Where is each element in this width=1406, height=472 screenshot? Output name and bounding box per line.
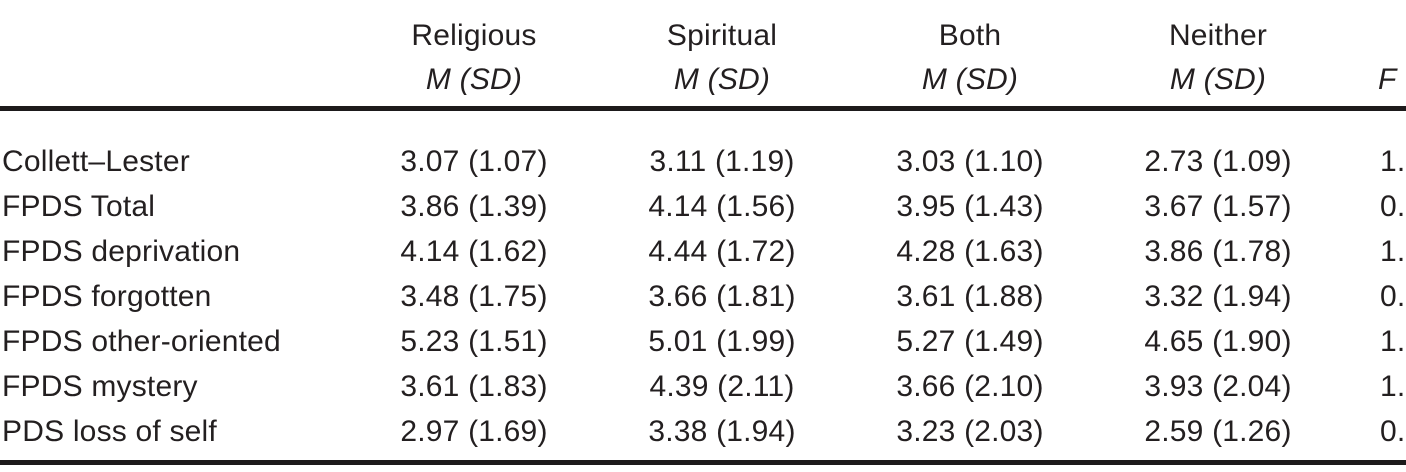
row-label: FPDS other-oriented bbox=[2, 325, 281, 358]
cell-both: 4.28 (1.63) bbox=[896, 235, 1044, 268]
table-row-collett-lester: Collett–Lester 3.07 (1.07) 3.11 (1.19) 3… bbox=[0, 109, 1406, 185]
column-header-both: Both M (SD) bbox=[846, 0, 1094, 111]
stub-header bbox=[0, 0, 350, 111]
row-label: FPDS forgotten bbox=[2, 280, 212, 313]
cell-neither: 3.67 (1.57) bbox=[1144, 190, 1292, 223]
stat-sublabel: M (SD) bbox=[425, 63, 523, 96]
cell-f-partial: 0. bbox=[1380, 190, 1406, 223]
table-row-fpds-forgotten: FPDS forgotten 3.48 (1.75) 3.66 (1.81) 3… bbox=[0, 274, 1406, 319]
cell-f-partial: 1. bbox=[1380, 145, 1406, 178]
group-label: Spiritual bbox=[666, 19, 778, 52]
cell-spiritual: 5.01 (1.99) bbox=[648, 325, 796, 358]
cell-f-partial: 0. bbox=[1342, 409, 1406, 465]
cell-religious: 3.86 (1.39) bbox=[400, 190, 548, 223]
f-statistic-label: F bbox=[1378, 63, 1397, 96]
cell-spiritual: 4.44 (1.72) bbox=[648, 235, 796, 268]
column-header-religious: Religious M (SD) bbox=[350, 0, 598, 111]
cell-spiritual: 3.11 (1.19) bbox=[649, 145, 795, 178]
cell-religious: 3.61 (1.83) bbox=[400, 370, 548, 403]
stat-sublabel: M (SD) bbox=[921, 63, 1019, 96]
cell-neither: 3.93 (2.04) bbox=[1144, 370, 1292, 403]
stat-sublabel: M (SD) bbox=[1169, 63, 1267, 96]
row-label: FPDS Total bbox=[2, 190, 156, 223]
row-label: FPDS deprivation bbox=[2, 235, 241, 268]
cell-spiritual: 3.38 (1.94) bbox=[598, 409, 846, 465]
table-row-fpds-total: FPDS Total 3.86 (1.39) 4.14 (1.56) 3.95 … bbox=[0, 184, 1406, 229]
cell-f-partial: 0. bbox=[1380, 280, 1406, 313]
cell-spiritual: 4.39 (2.11) bbox=[649, 370, 795, 403]
row-label: Collett–Lester bbox=[2, 145, 190, 178]
cell-f-partial: 1. bbox=[1380, 325, 1406, 358]
cell-neither: 4.65 (1.90) bbox=[1144, 325, 1292, 358]
table-row-pds-loss-of-self: PDS loss of self 2.97 (1.69) 3.38 (1.94)… bbox=[0, 409, 1406, 465]
cell-spiritual: 4.14 (1.56) bbox=[648, 190, 796, 223]
cell-spiritual: 3.66 (1.81) bbox=[648, 280, 796, 313]
row-label: FPDS mystery bbox=[2, 370, 198, 403]
cell-neither: 3.32 (1.94) bbox=[1144, 280, 1292, 313]
cell-neither: 3.86 (1.78) bbox=[1144, 235, 1292, 268]
cell-religious: 4.14 (1.62) bbox=[400, 235, 548, 268]
table-row-fpds-other-oriented: FPDS other-oriented 5.23 (1.51) 5.01 (1.… bbox=[0, 319, 1406, 364]
cell-f-partial: 1. bbox=[1380, 370, 1406, 403]
group-label: Both bbox=[938, 19, 1002, 52]
cell-both: 3.66 (2.10) bbox=[896, 370, 1044, 403]
cell-religious: 3.07 (1.07) bbox=[400, 145, 548, 178]
table-row-fpds-mystery: FPDS mystery 3.61 (1.83) 4.39 (2.11) 3.6… bbox=[0, 364, 1406, 409]
table-row-fpds-deprivation: FPDS deprivation 4.14 (1.62) 4.44 (1.72)… bbox=[0, 229, 1406, 274]
cell-both: 3.61 (1.88) bbox=[896, 280, 1044, 313]
header-row: Religious M (SD) Spiritual M (SD) Both M… bbox=[0, 0, 1406, 111]
table-header: Religious M (SD) Spiritual M (SD) Both M… bbox=[0, 0, 1406, 111]
group-label: Neither bbox=[1168, 19, 1268, 52]
cell-both: 3.95 (1.43) bbox=[896, 190, 1044, 223]
cell-neither: 2.73 (1.09) bbox=[1144, 145, 1292, 178]
stat-sublabel: M (SD) bbox=[673, 63, 771, 96]
column-header-neither: Neither M (SD) bbox=[1094, 0, 1342, 111]
group-label: Religious bbox=[411, 19, 537, 52]
cell-religious: 3.48 (1.75) bbox=[400, 280, 548, 313]
cell-both: 3.23 (2.03) bbox=[846, 409, 1094, 465]
column-header-f: F bbox=[1342, 0, 1406, 111]
spacer bbox=[1378, 14, 1406, 58]
row-label: PDS loss of self bbox=[0, 409, 350, 465]
column-header-spiritual: Spiritual M (SD) bbox=[598, 0, 846, 111]
cell-religious: 5.23 (1.51) bbox=[400, 325, 548, 358]
cell-both: 3.03 (1.10) bbox=[896, 145, 1044, 178]
table-body: Collett–Lester 3.07 (1.07) 3.11 (1.19) 3… bbox=[0, 109, 1406, 465]
cell-both: 5.27 (1.49) bbox=[896, 325, 1044, 358]
cell-religious: 2.97 (1.69) bbox=[350, 409, 598, 465]
cell-neither: 2.59 (1.26) bbox=[1094, 409, 1342, 465]
cell-f-partial: 1. bbox=[1380, 235, 1406, 268]
